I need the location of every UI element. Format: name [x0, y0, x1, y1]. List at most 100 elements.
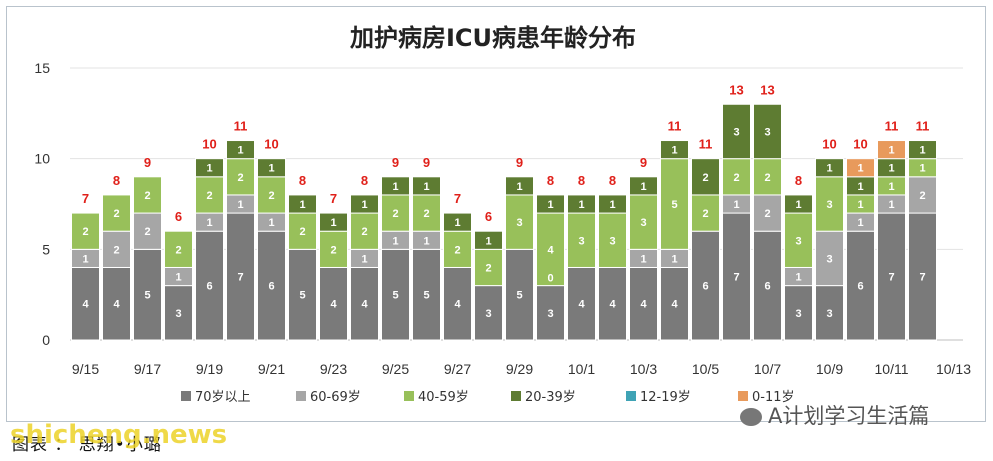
total-label: 13	[760, 82, 774, 97]
x-axis: 9/15 9/17 9/19 9/21 9/23 9/25 9/27 9/29 10/1 10/3…	[72, 361, 971, 377]
bar-segment	[536, 212, 565, 287]
segment-label: 3	[826, 199, 832, 211]
bar-segment	[877, 140, 906, 160]
segment-label: 6	[764, 281, 770, 293]
bar-segment	[412, 194, 441, 232]
segment-label: 1	[237, 199, 243, 211]
bar-segment	[350, 266, 379, 341]
bar-segment	[71, 212, 100, 250]
segment-label: 1	[268, 163, 274, 175]
legend-label: 60-69岁	[310, 390, 361, 405]
bar-segment	[226, 212, 255, 341]
y-axis: 0 5 10 15	[34, 60, 50, 348]
bar-segment	[908, 140, 937, 160]
bar-segment	[443, 266, 472, 341]
segment-label: 2	[82, 226, 88, 238]
bar-stack: 5 3 1 9	[505, 155, 534, 341]
bar-segment	[567, 212, 596, 268]
x-tick-label: 9/21	[258, 361, 285, 377]
segment-label: 1	[361, 253, 367, 265]
segment-label: 2	[485, 262, 491, 274]
segment-label: 2	[392, 208, 398, 220]
total-label: 9	[144, 155, 151, 170]
bar-segment	[474, 230, 503, 250]
bar-stack: 6 2 2 11	[691, 137, 720, 341]
segment-label: 1	[609, 199, 615, 211]
bar-segment	[753, 194, 782, 232]
bar-segment	[195, 230, 224, 341]
segment-label: 1	[888, 145, 894, 157]
segment-label: 1	[237, 145, 243, 157]
segment-label: 1	[206, 217, 212, 229]
segment-label: 1	[547, 199, 553, 211]
segment-label: 3	[826, 308, 832, 320]
total-label: 9	[516, 155, 523, 170]
segment-label: 1	[671, 253, 677, 265]
bar-segment	[660, 266, 689, 341]
wechat-icon	[740, 408, 762, 426]
segment-label: 1	[640, 181, 646, 193]
y-tick-label: 5	[42, 241, 50, 257]
segment-label: 1	[826, 163, 832, 175]
total-label: 8	[578, 173, 585, 188]
legend: 70岁以上 60-69岁 40-59岁 20-39岁 12-19岁 0-11岁	[181, 390, 795, 405]
total-label: 7	[330, 191, 337, 206]
bar-segment	[102, 194, 131, 232]
segment-label: 2	[423, 208, 429, 220]
bar-segment	[722, 103, 751, 160]
bar-segment	[164, 230, 193, 268]
bar-stack: 4 2 1 7	[443, 191, 472, 341]
y-tick-label: 10	[34, 151, 50, 167]
bar-segment	[629, 266, 658, 341]
segment-label: 1	[919, 145, 925, 157]
segment-label: 2	[702, 208, 708, 220]
bar-segment	[815, 230, 844, 287]
chart-title: 加护病房ICU病患年龄分布	[350, 24, 636, 52]
bar-segment	[350, 194, 379, 214]
bar-segment	[722, 212, 751, 341]
bar-stack: 4 3 1 8	[567, 173, 596, 341]
x-tick-label: 9/17	[134, 361, 161, 377]
bar-segment	[102, 230, 131, 268]
bar-segment	[319, 266, 348, 341]
segment-label: 6	[206, 281, 212, 293]
segment-label: 4	[578, 299, 585, 311]
bar-segment	[877, 212, 906, 341]
legend-label: 0-11岁	[752, 390, 795, 405]
segment-label: 2	[268, 190, 274, 202]
total-label: 6	[485, 209, 492, 224]
total-label: 13	[729, 82, 743, 97]
bar-stack: 6 2 2 3 13	[753, 82, 782, 341]
segment-label: 1	[82, 253, 88, 265]
total-label: 10	[264, 137, 278, 152]
bar-segment	[753, 230, 782, 341]
segment-label: 3	[516, 217, 522, 229]
total-label: 11	[885, 119, 899, 134]
segment-label: 3	[175, 308, 181, 320]
segment-label: 1	[175, 272, 181, 284]
bar-stack: 4 1 2 1 8	[350, 173, 379, 341]
segment-label: 1	[392, 181, 398, 193]
segment-label: 5	[516, 290, 522, 302]
bar-segment	[598, 194, 627, 214]
bar-segment	[908, 212, 937, 341]
bar-stack: 5 1 2 1 9	[412, 155, 441, 341]
bars: 4127422852293126612110712111612110521842…	[71, 82, 937, 341]
segment-label: 2	[299, 226, 305, 238]
x-tick-label: 9/27	[444, 361, 471, 377]
segment-label: 1	[640, 253, 646, 265]
x-tick-label: 10/9	[816, 361, 843, 377]
legend-swatch	[626, 391, 636, 401]
bar-segment	[443, 212, 472, 232]
x-tick-label: 10/13	[936, 361, 971, 377]
bar-segment	[567, 194, 596, 214]
segment-label: 7	[919, 272, 925, 284]
total-label: 8	[547, 173, 554, 188]
segment-label: 1	[516, 181, 522, 193]
segment-label: 2	[175, 244, 181, 256]
bar-segment	[722, 158, 751, 196]
bar-segment	[908, 176, 937, 214]
segment-label: 2	[206, 190, 212, 202]
